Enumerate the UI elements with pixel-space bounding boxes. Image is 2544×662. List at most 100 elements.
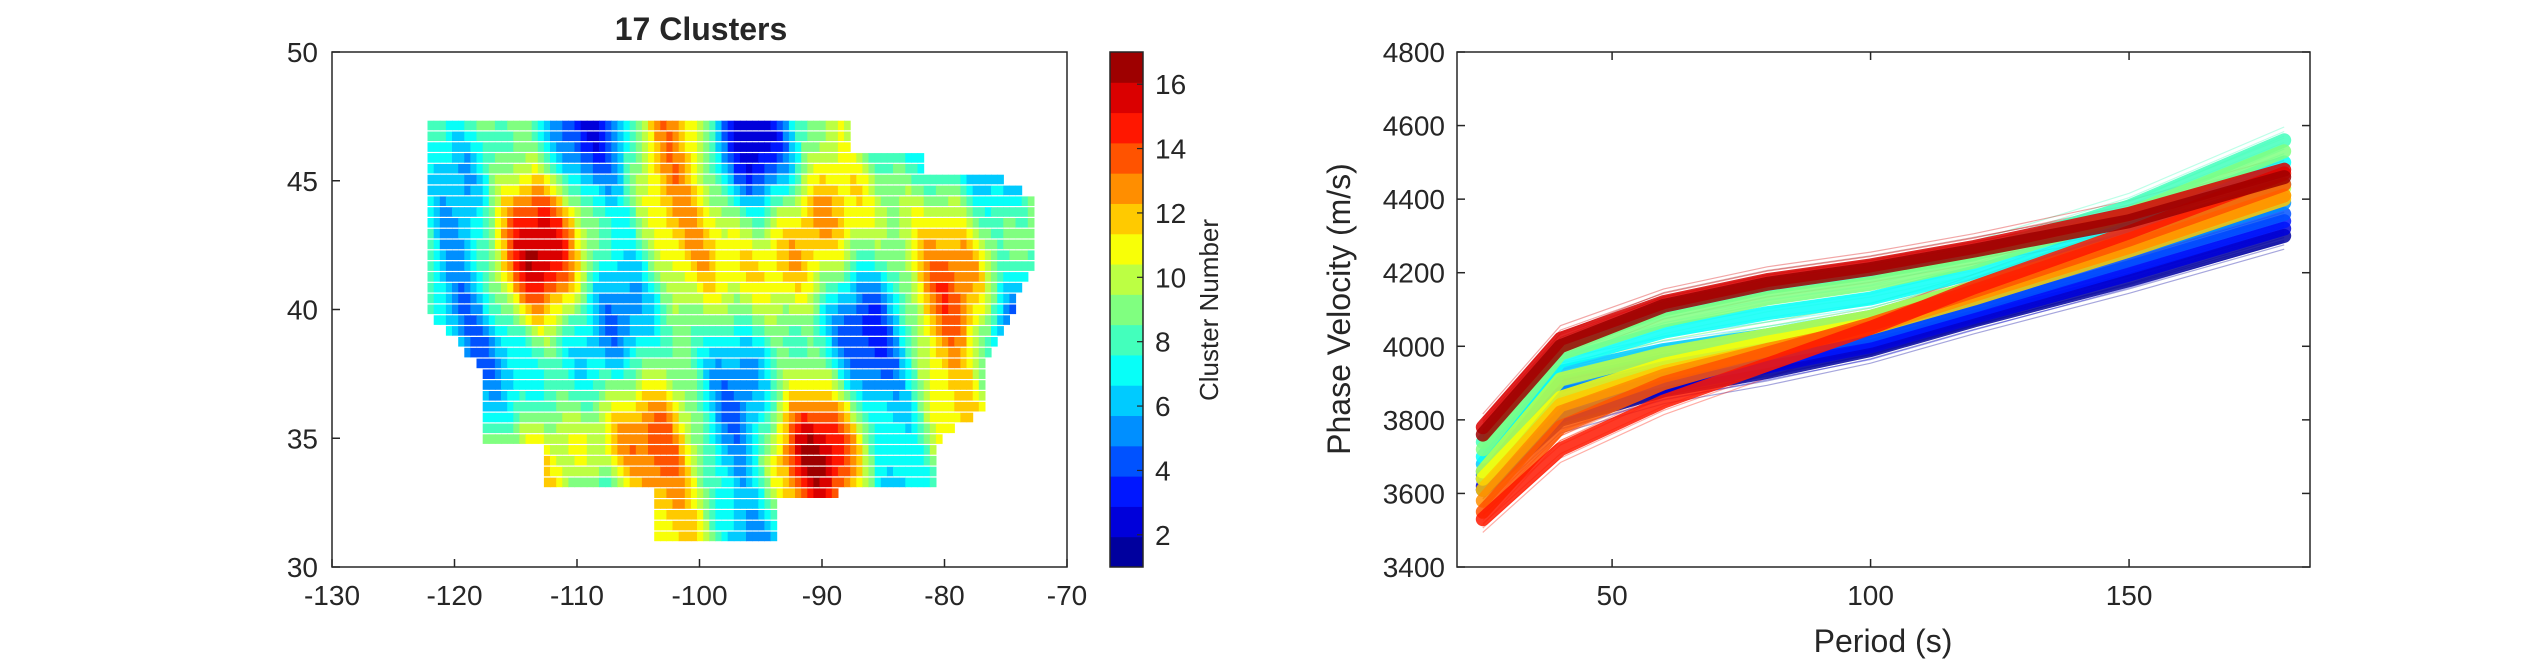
map-cell: [984, 239, 992, 250]
map-cell: [752, 455, 759, 466]
map-cell: [795, 163, 802, 174]
map-cell: [721, 163, 729, 174]
map-cell: [948, 282, 955, 293]
map-cell: [537, 185, 545, 196]
map-cell: [954, 174, 961, 185]
map-cell: [660, 531, 667, 542]
map-cell: [605, 282, 612, 293]
map-cell: [678, 499, 686, 509]
map-cell: [648, 207, 655, 217]
map-cell: [476, 131, 484, 142]
map-cell: [660, 120, 667, 131]
map-cell: [433, 142, 441, 152]
map-cell: [513, 282, 520, 293]
map-cell: [758, 466, 765, 477]
map-cell: [715, 369, 723, 379]
map-cell: [874, 347, 882, 358]
map-cell: [574, 466, 582, 477]
map-cell: [525, 174, 533, 185]
map-cell: [752, 488, 759, 498]
map-cell: [672, 434, 680, 444]
map-cell: [574, 142, 582, 152]
map-cell: [439, 250, 447, 260]
map-cell: [501, 261, 508, 271]
map-cell: [715, 455, 723, 466]
map-cell: [880, 304, 888, 315]
map-cell: [911, 445, 919, 455]
map-cell: [488, 239, 496, 250]
map-cell: [660, 412, 667, 423]
map-cell: [654, 445, 661, 455]
map-cell: [868, 466, 876, 477]
map-cell: [764, 120, 772, 131]
map-cell: [629, 434, 637, 444]
map-cell: [666, 477, 674, 488]
map-cell: [856, 196, 863, 206]
map-cell: [782, 337, 790, 347]
map-cell: [899, 293, 906, 304]
map-cell: [470, 337, 478, 347]
map-cell: [697, 239, 704, 250]
map-cell: [476, 239, 484, 250]
map-cell: [905, 218, 912, 228]
map-cell: [788, 380, 796, 390]
map-cell: [935, 369, 943, 379]
map-cell: [678, 391, 686, 401]
map-cell: [684, 423, 692, 434]
map-cell: [635, 434, 643, 444]
map-cell: [660, 196, 667, 206]
map-cell: [586, 293, 594, 304]
map-cell: [825, 261, 833, 271]
map-cell: [923, 272, 931, 282]
map-cell: [739, 153, 747, 163]
map-cell: [629, 412, 637, 423]
map-cell: [966, 228, 974, 239]
map-cell: [758, 510, 765, 520]
map-cell: [831, 282, 839, 293]
map-cell: [586, 250, 594, 260]
map-cell: [684, 250, 692, 260]
map-cell: [537, 163, 545, 174]
map-cell: [954, 196, 961, 206]
map-cell: [819, 369, 827, 379]
map-cell: [672, 142, 680, 152]
map-cell: [893, 347, 900, 358]
map-cell: [439, 218, 447, 228]
map-cell: [758, 337, 765, 347]
map-cell: [758, 358, 765, 369]
map-cell: [813, 207, 821, 217]
map-cell: [776, 423, 784, 434]
map-cell: [886, 434, 894, 444]
map-cell: [715, 326, 723, 336]
map-cell: [629, 250, 637, 260]
map-cell: [494, 358, 502, 369]
map-cell: [574, 391, 582, 401]
map-cell: [672, 196, 680, 206]
map-cell: [752, 337, 759, 347]
map-cell: [758, 531, 765, 542]
map-cell: [739, 412, 747, 423]
map-cell: [476, 282, 484, 293]
map-cell: [525, 304, 533, 315]
map-cell: [574, 445, 582, 455]
map-cell: [935, 218, 943, 228]
map-cell: [550, 185, 557, 196]
map-cell: [666, 488, 674, 498]
map-cell: [978, 358, 986, 369]
map-cell: [592, 380, 600, 390]
map-cell: [543, 337, 551, 347]
map-cell: [605, 380, 612, 390]
map-cell: [929, 218, 937, 228]
map-cell: [617, 369, 625, 379]
map-cell: [813, 120, 821, 131]
map-cell: [464, 326, 471, 336]
map-cell: [452, 272, 459, 282]
map-cell: [488, 434, 496, 444]
map-cell: [709, 228, 716, 239]
map-cell: [562, 142, 569, 152]
map-cell: [501, 347, 508, 358]
map-cell: [427, 163, 435, 174]
map-cell: [850, 337, 857, 347]
map-cell: [1015, 261, 1023, 271]
map-cell: [978, 337, 986, 347]
